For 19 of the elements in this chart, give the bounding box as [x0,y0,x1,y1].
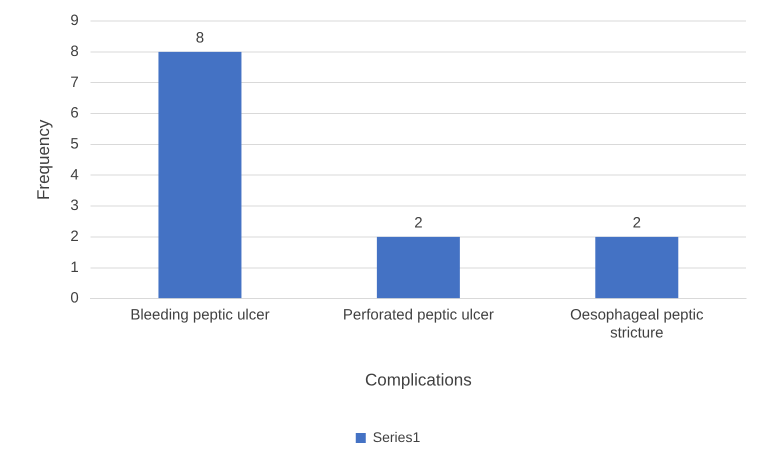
x-tick-label: Oesophageal peptic stricture [570,306,704,342]
y-tick-label: 1 [70,258,79,276]
y-tick-label: 5 [70,136,79,153]
y-tick-label: 2 [70,228,79,246]
data-label: 2 [414,214,423,232]
y-tick-label: 8 [70,42,79,60]
data-label: 8 [196,29,204,46]
y-tick-label: 3 [70,197,79,214]
y-tick-label: 4 [70,166,79,184]
x-axis-title: Complications [364,370,472,390]
legend-label: Series1 [372,428,420,445]
data-label: 2 [632,214,641,232]
y-tick-label: 6 [70,104,79,122]
y-tick-label: 7 [70,74,79,91]
y-tick-label: 0 [70,290,79,307]
y-tick-label: 9 [70,12,79,30]
y-axis-title: Frequency [34,119,53,200]
x-tick-label: Bleeding peptic ulcer [130,306,270,324]
x-tick-label: Perforated peptic ulcer [342,306,494,324]
